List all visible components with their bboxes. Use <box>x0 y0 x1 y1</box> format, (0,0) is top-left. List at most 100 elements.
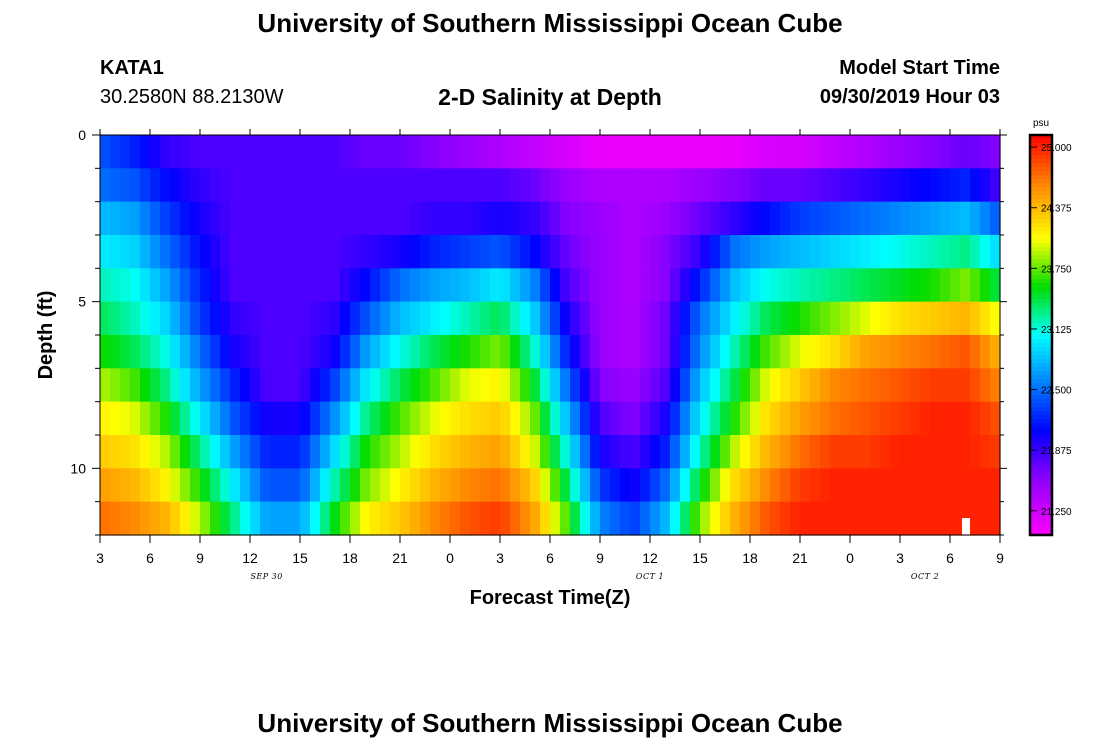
heatmap-cell <box>660 201 671 236</box>
heatmap-cell <box>550 501 561 536</box>
heatmap-cell <box>190 368 201 403</box>
heatmap-cell <box>930 301 941 336</box>
heatmap-cell <box>220 501 231 536</box>
heatmap-cell <box>490 401 501 436</box>
heatmap-cell <box>920 335 931 369</box>
heatmap-cell <box>810 368 821 403</box>
heatmap-cell <box>430 368 441 403</box>
heatmap-cell <box>770 335 781 369</box>
heatmap-cell <box>450 235 461 269</box>
heatmap-cell <box>260 468 271 503</box>
heatmap-cell <box>580 301 591 336</box>
heatmap-cell <box>520 468 531 503</box>
heatmap-cell <box>620 368 631 403</box>
x-date-label: SEP 30 <box>250 572 282 581</box>
heatmap-cell <box>640 201 651 236</box>
heatmap-cell <box>820 335 831 369</box>
heatmap-cell <box>750 335 761 369</box>
colorbar-swatch <box>1030 399 1052 404</box>
heatmap-cell <box>170 268 181 303</box>
heatmap-cell <box>130 501 141 536</box>
heatmap-cell <box>170 335 181 369</box>
heatmap-cell <box>390 468 401 503</box>
heatmap-cell <box>140 401 151 436</box>
heatmap-cell <box>900 368 911 403</box>
heatmap-cell <box>370 501 381 536</box>
colorbar-swatch <box>1030 267 1052 272</box>
heatmap-cell <box>920 501 931 536</box>
heatmap-cell <box>930 435 941 469</box>
heatmap-cell <box>420 135 431 169</box>
heatmap-cell <box>440 468 451 503</box>
heatmap-cell <box>530 301 541 336</box>
heatmap-cell <box>870 301 881 336</box>
heatmap-cell <box>430 168 441 203</box>
heatmap-cell <box>520 301 531 336</box>
heatmap-cell <box>890 168 901 203</box>
heatmap-cell <box>990 501 1001 536</box>
heatmap-cell <box>210 268 221 303</box>
heatmap-cell <box>870 468 881 503</box>
heatmap-cell <box>460 268 471 303</box>
heatmap-cell <box>400 201 411 236</box>
heatmap-cell <box>320 201 331 236</box>
heatmap-cell <box>770 468 781 503</box>
colorbar-swatch <box>1030 523 1052 528</box>
heatmap-cell <box>200 435 211 469</box>
heatmap-cell <box>110 201 121 236</box>
y-tick-label: 5 <box>78 294 86 310</box>
heatmap-cell <box>690 468 701 503</box>
heatmap-cell <box>970 468 981 503</box>
heatmap-cell <box>960 235 971 269</box>
heatmap-cell <box>620 501 631 536</box>
heatmap-cell <box>500 268 511 303</box>
heatmap-cell <box>820 235 831 269</box>
colorbar-swatch <box>1030 391 1052 396</box>
colorbar-swatch <box>1030 303 1052 308</box>
colorbar-swatch <box>1030 199 1052 204</box>
heatmap-cell <box>670 501 681 536</box>
heatmap-cell <box>860 401 871 436</box>
heatmap-cell <box>320 335 331 369</box>
heatmap-cell <box>120 268 131 303</box>
colorbar-swatch <box>1030 247 1052 252</box>
heatmap-cell <box>900 401 911 436</box>
heatmap-cell <box>300 268 311 303</box>
x-tick-label: 3 <box>96 550 104 566</box>
colorbar-swatch <box>1030 335 1052 340</box>
heatmap-cell <box>340 235 351 269</box>
heatmap-cell <box>580 435 591 469</box>
heatmap-cell <box>760 335 771 369</box>
heatmap-cell <box>250 368 261 403</box>
heatmap-cell <box>850 435 861 469</box>
heatmap-cell <box>100 435 111 469</box>
heatmap-cell <box>930 201 941 236</box>
heatmap-cell <box>240 335 251 369</box>
colorbar-gradient <box>1030 135 1052 536</box>
heatmap-cell <box>380 135 391 169</box>
heatmap-cell <box>950 168 961 203</box>
heatmap-cell <box>480 135 491 169</box>
heatmap-cell <box>500 201 511 236</box>
heatmap-cell <box>990 168 1001 203</box>
heatmap-cell <box>450 401 461 436</box>
heatmap-cell <box>170 168 181 203</box>
heatmap-cell <box>710 401 721 436</box>
heatmap-cell <box>750 168 761 203</box>
heatmap-cell <box>330 301 341 336</box>
heatmap-cell <box>250 135 261 169</box>
heatmap-cell <box>710 335 721 369</box>
heatmap-cell <box>350 368 361 403</box>
colorbar-swatch <box>1030 155 1052 160</box>
heatmap-cell <box>730 268 741 303</box>
colorbar-swatch <box>1030 511 1052 516</box>
heatmap-cell <box>610 135 621 169</box>
heatmap-cell <box>540 235 551 269</box>
colorbar-swatch <box>1030 435 1052 440</box>
heatmap-cell <box>570 501 581 536</box>
heatmap-cell <box>120 201 131 236</box>
heatmap-cell <box>950 201 961 236</box>
heatmap-cell <box>390 368 401 403</box>
heatmap-cell <box>690 401 701 436</box>
heatmap-cell <box>380 501 391 536</box>
